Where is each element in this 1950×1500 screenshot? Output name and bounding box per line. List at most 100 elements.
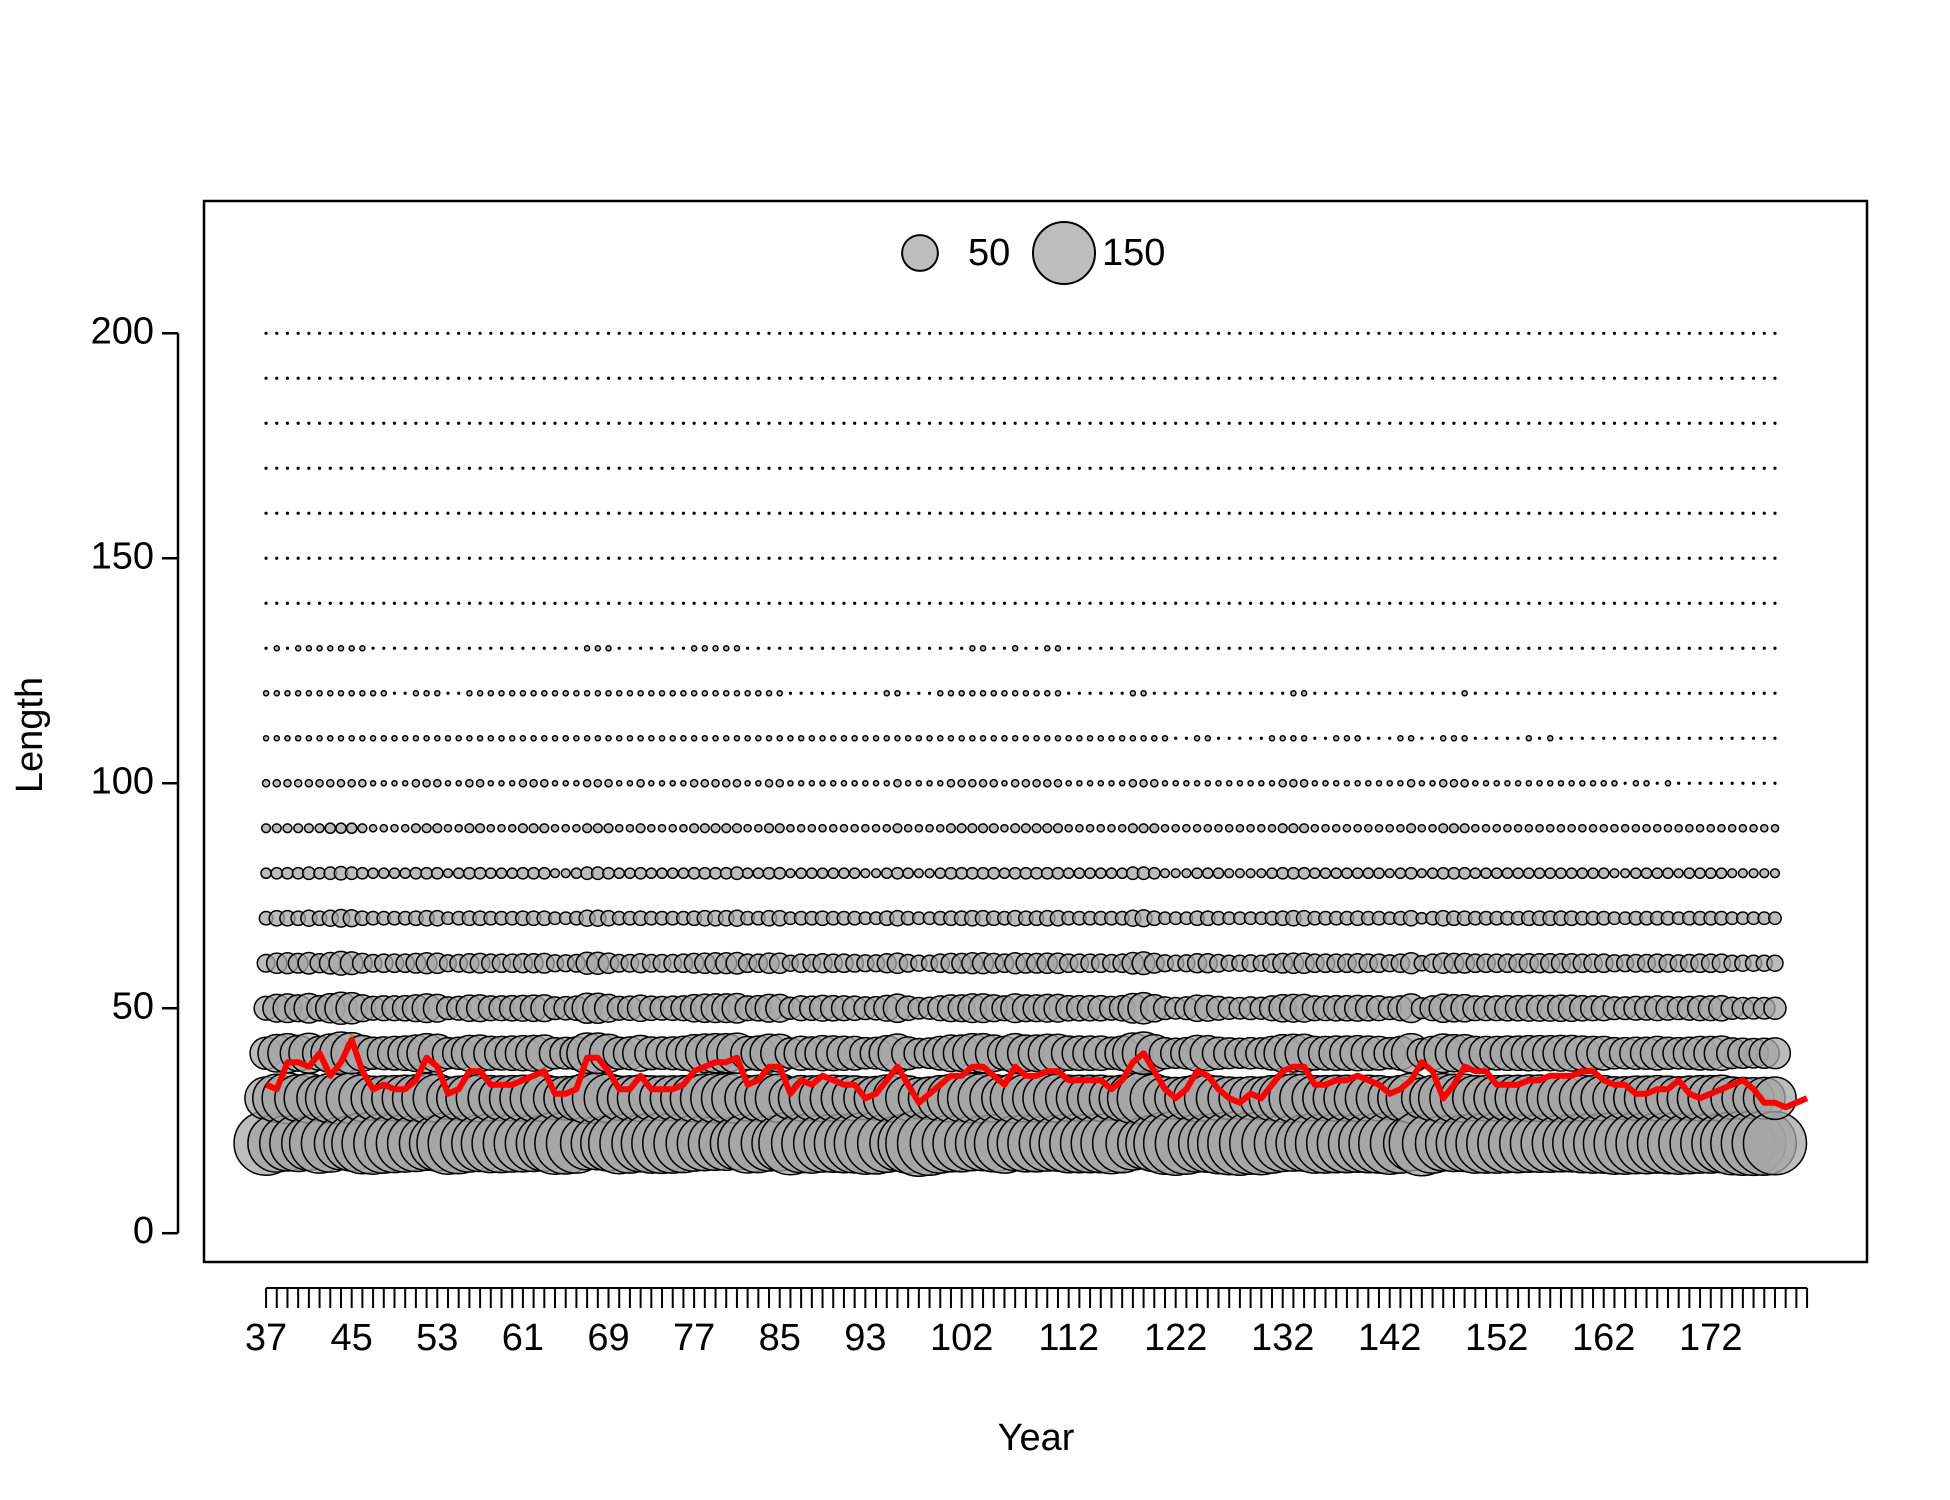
plot-box [202, 199, 1869, 1264]
bubble [585, 466, 589, 470]
bubble [785, 868, 796, 879]
bubble [998, 867, 1011, 880]
bubble [1108, 734, 1115, 742]
bubble [1580, 376, 1584, 380]
bubble [906, 511, 910, 515]
bubble [1559, 601, 1563, 605]
bubble [1452, 511, 1456, 515]
bubble [1323, 601, 1328, 605]
bubble [938, 466, 942, 470]
bubble [1139, 778, 1148, 788]
bubble [264, 511, 268, 515]
bubble [317, 376, 322, 380]
bubble [1067, 601, 1071, 605]
bubble [1330, 867, 1343, 880]
bubble [1677, 556, 1681, 560]
bubble [1097, 734, 1105, 742]
bubble [924, 868, 935, 879]
bubble [339, 556, 343, 560]
bubble [1270, 331, 1274, 335]
bubble [1099, 691, 1103, 695]
bubble [947, 689, 955, 697]
bubble [1313, 376, 1317, 380]
bubble [392, 511, 397, 515]
bubble [1216, 376, 1221, 380]
bubble [457, 646, 461, 650]
bubble [1634, 511, 1638, 515]
bubble [1002, 646, 1007, 650]
bubble [1227, 736, 1231, 740]
bubble [1120, 421, 1124, 425]
bubble [1674, 823, 1683, 833]
bubble [1011, 644, 1019, 652]
bubble [1085, 823, 1095, 833]
bubble [795, 867, 807, 880]
bubble [1612, 556, 1617, 560]
bubble [788, 646, 793, 650]
bubble [1492, 823, 1502, 833]
bubble [1698, 556, 1702, 560]
x-tick-label: 85 [759, 1317, 801, 1359]
bubble [1537, 511, 1542, 515]
bubble [1163, 421, 1167, 425]
bubble [958, 689, 965, 697]
bubble [671, 331, 675, 335]
bubble [1300, 734, 1308, 742]
bubble [499, 376, 504, 380]
bubble [646, 823, 656, 833]
bubble [927, 511, 932, 515]
bubble [510, 376, 514, 380]
bubble [1709, 601, 1713, 605]
bubble [1730, 646, 1734, 650]
bubble [1099, 466, 1103, 470]
bubble [1516, 466, 1520, 470]
bubble [1227, 511, 1231, 515]
bubble [1128, 778, 1138, 788]
bubble [1398, 421, 1403, 425]
bubble [648, 734, 655, 742]
bubble [1323, 646, 1328, 650]
bubble [1001, 779, 1008, 787]
bubble [1131, 466, 1135, 470]
bubble [946, 778, 956, 788]
bubble [981, 556, 985, 560]
bubble [360, 376, 364, 380]
bubble [1302, 466, 1306, 470]
bubble [392, 601, 397, 605]
bubble [660, 331, 664, 335]
bubble [666, 867, 679, 880]
bubble [510, 601, 514, 605]
bubble [778, 421, 782, 425]
bubble [756, 511, 760, 515]
bubble [328, 601, 332, 605]
bubble [1001, 689, 1008, 697]
bubble [885, 601, 889, 605]
bubble [1120, 466, 1124, 470]
bubble [1527, 421, 1531, 425]
bubble [1420, 736, 1424, 740]
bubble [1067, 646, 1071, 650]
bubble [1248, 556, 1253, 560]
bubble [895, 376, 900, 380]
bubble [799, 556, 803, 560]
bubble [831, 601, 835, 605]
bubble [1366, 646, 1370, 650]
bubble [680, 779, 687, 787]
bubble [853, 511, 857, 515]
bubble [606, 331, 611, 335]
bubble [605, 689, 612, 697]
bubble [1238, 556, 1242, 560]
bubble [639, 466, 643, 470]
bubble [564, 601, 568, 605]
bubble [788, 601, 793, 605]
bubble [874, 511, 878, 515]
bubble [1116, 867, 1128, 880]
bubble [1163, 511, 1167, 515]
bubble [895, 601, 900, 605]
bubble [392, 691, 397, 695]
bubble [906, 331, 910, 335]
bubble [1505, 736, 1510, 740]
bubble [1751, 376, 1756, 380]
bubble [1687, 691, 1691, 695]
bubble [296, 331, 300, 335]
